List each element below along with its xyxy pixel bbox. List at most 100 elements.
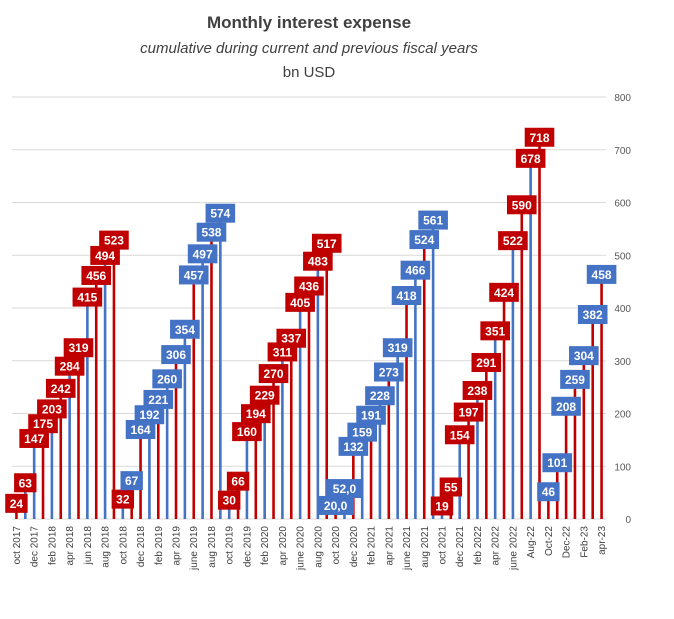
data-label-box [14, 473, 37, 493]
bar [493, 333, 497, 519]
unit-label: bn USD [283, 64, 336, 81]
x-tick-label: oct 2017 [12, 526, 23, 565]
bar [298, 305, 302, 519]
data-label-box [586, 264, 617, 284]
bar [156, 402, 160, 519]
data-label-text: 52,0 [333, 482, 357, 496]
bar [387, 374, 391, 519]
y-tick-label: 200 [614, 410, 631, 421]
data-label-text: 436 [299, 280, 319, 294]
data-label-box [444, 425, 475, 445]
data-label-box [170, 319, 200, 339]
data-label: 424 [489, 282, 519, 302]
data-label-text: 273 [379, 365, 399, 379]
data-label: 405 [285, 292, 315, 312]
data-label: 351 [480, 321, 510, 341]
data-label-text: 67 [125, 474, 139, 488]
data-label-text: 678 [521, 152, 541, 166]
data-label-text: 229 [255, 389, 275, 403]
bar [201, 256, 204, 519]
data-label-box [120, 471, 143, 491]
bar [183, 332, 187, 519]
x-tick-label: june 2021 [402, 526, 413, 571]
data-label: 718 [524, 127, 555, 147]
data-label-box [276, 328, 307, 348]
y-tick-label: 400 [614, 304, 631, 315]
bar [148, 417, 151, 519]
data-label-text: 192 [139, 408, 159, 422]
bar [511, 243, 515, 519]
bar [485, 365, 488, 519]
bar [467, 415, 470, 519]
data-label: 436 [294, 276, 324, 296]
y-tick-label: 0 [625, 515, 631, 526]
data-label-text: 32 [116, 493, 130, 507]
y-tick-label: 600 [614, 199, 631, 210]
data-label-text: 260 [157, 372, 177, 386]
data-label-text: 55 [444, 480, 458, 494]
data-label: 197 [453, 402, 484, 422]
data-label-box [326, 479, 363, 499]
x-tick-label: aug 2021 [420, 526, 431, 568]
data-label-text: 590 [512, 198, 532, 212]
data-label-box [506, 195, 537, 215]
data-label: 494 [90, 245, 120, 265]
data-label-box [489, 282, 519, 302]
data-label-text: 538 [201, 226, 221, 240]
data-label: 284 [54, 356, 85, 376]
data-label-box [285, 292, 315, 312]
bar [502, 295, 506, 519]
data-label: 590 [506, 195, 537, 215]
data-label: 457 [178, 265, 209, 285]
data-label-box [430, 496, 454, 516]
data-label-box [524, 127, 555, 147]
data-label-text: 19 [435, 499, 449, 513]
data-label-box [373, 362, 404, 382]
bar [272, 376, 275, 519]
x-tick-label: oct 2021 [437, 526, 448, 565]
bar [86, 300, 89, 519]
data-label-text: 337 [281, 332, 301, 346]
data-label: 574 [205, 203, 236, 223]
data-label-text: 415 [77, 291, 97, 305]
bar [591, 317, 595, 519]
data-label-text: 574 [210, 207, 230, 221]
x-tick-label: apr 2019 [172, 526, 183, 566]
chart-subtitle: cumulative during current and previous f… [140, 40, 478, 57]
chart-title: Monthly interest expense [207, 13, 411, 32]
data-label-box [409, 230, 440, 250]
y-tick-label: 100 [614, 462, 631, 473]
data-label-box [111, 489, 135, 509]
data-label: 24 [5, 493, 28, 513]
bar [263, 398, 266, 519]
data-label: 273 [373, 362, 404, 382]
bar [254, 416, 258, 519]
data-label: 221 [143, 389, 174, 409]
data-label: 260 [152, 369, 182, 389]
bar [431, 223, 435, 519]
x-tick-label: dec 2018 [136, 526, 147, 568]
x-tick-label: Dec-22 [562, 526, 573, 559]
bar [405, 298, 408, 519]
data-label-box [152, 369, 182, 389]
data-label-box [577, 304, 608, 324]
x-axis-ticks: oct 2017 dec 2017 feb 2018 apr 2018 jun 2018… [12, 526, 608, 571]
data-label-text: 718 [529, 131, 549, 145]
data-label-box [560, 369, 590, 389]
data-label: 561 [418, 210, 448, 230]
data-label-text: 456 [86, 269, 106, 283]
y-tick-label: 300 [614, 357, 631, 368]
x-tick-label: june 2022 [508, 526, 519, 571]
y-axis-ticks: 0 100 200 300 400 500 600 700 800 [614, 93, 631, 526]
data-label-text: 306 [166, 348, 186, 362]
data-label: 228 [365, 386, 395, 406]
data-label-box [303, 251, 333, 271]
data-label-text: 418 [397, 289, 417, 303]
data-label-text: 191 [361, 409, 381, 423]
data-label-text: 238 [467, 384, 487, 398]
bar [192, 277, 196, 519]
data-label-box [249, 385, 280, 405]
data-label-box [391, 286, 422, 306]
data-label-text: 197 [459, 406, 479, 420]
